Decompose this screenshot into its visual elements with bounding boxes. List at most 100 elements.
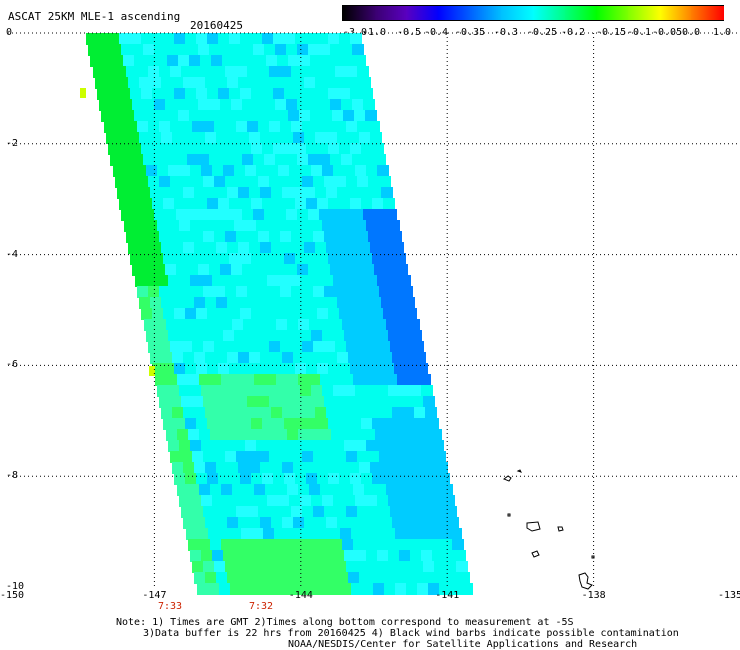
swath-cell <box>249 187 261 199</box>
swath-cell <box>121 209 133 221</box>
swath-cell <box>254 484 266 496</box>
swath-cell <box>192 231 204 243</box>
swath-cell <box>278 275 290 287</box>
swath-cell <box>456 561 468 573</box>
swath-cell <box>201 330 213 342</box>
swath-cell <box>201 220 213 232</box>
swath-cell <box>293 187 305 199</box>
scatterometer-swath <box>80 33 473 595</box>
swath-cell <box>205 242 217 254</box>
swath-cell <box>132 154 144 166</box>
longitude-tick-label: -147 <box>142 590 167 601</box>
swath-cell <box>368 121 380 133</box>
swath-cell <box>304 77 316 89</box>
swath-cell <box>368 396 380 408</box>
swath-cell <box>344 550 356 562</box>
swath-cell <box>276 429 288 441</box>
swath-cell <box>269 176 281 188</box>
swath-cell <box>163 363 175 375</box>
swath-cell <box>194 77 206 89</box>
swath-cell <box>192 286 204 298</box>
swath-cell <box>227 77 239 89</box>
swath-cell <box>190 275 202 287</box>
swath-cell <box>350 88 362 100</box>
swath-cell <box>225 561 237 573</box>
swath-cell <box>397 429 409 441</box>
swath-cell <box>291 451 303 463</box>
swath-cell <box>247 561 259 573</box>
swath-cell <box>284 308 296 320</box>
swath-cell <box>379 286 391 298</box>
swath-cell <box>287 539 299 551</box>
swath-cell <box>185 363 197 375</box>
swath-cell <box>211 110 223 122</box>
swath-cell <box>289 495 301 507</box>
swath-cell <box>394 253 406 265</box>
swath-cell <box>212 495 224 507</box>
swath-cell <box>379 561 391 573</box>
swath-cell <box>350 363 362 375</box>
swath-cell <box>252 528 264 540</box>
swath-cell <box>276 484 288 496</box>
swath-cell <box>286 99 298 111</box>
swath-cell <box>280 121 292 133</box>
swath-cell <box>238 77 250 89</box>
swath-cell <box>333 220 345 232</box>
swath-cell <box>421 440 433 452</box>
longitude-tick-label: -141 <box>435 590 460 601</box>
island-outline <box>516 469 522 473</box>
swath-cell <box>324 121 336 133</box>
swath-cell <box>267 495 279 507</box>
swath-cell <box>289 550 301 562</box>
swath-cell <box>203 176 215 188</box>
swath-cell <box>152 88 164 100</box>
swath-cell <box>361 473 373 485</box>
swath-cell <box>181 506 193 518</box>
swath-cell <box>229 418 241 430</box>
swath-cell <box>289 385 301 397</box>
swath-cell <box>207 33 219 45</box>
swath-cell <box>377 165 389 177</box>
swath-cell <box>99 99 111 111</box>
swath-cell <box>208 583 220 595</box>
swath-cell <box>210 319 222 331</box>
swath-cell <box>425 407 437 419</box>
color-scale-segment <box>533 6 566 20</box>
swath-cell <box>130 88 142 100</box>
swath-cell <box>132 209 144 221</box>
swath-cell <box>256 495 268 507</box>
swath-cell <box>183 352 195 364</box>
swath-cell <box>187 209 199 221</box>
swath-cell <box>388 330 400 342</box>
swath-cell <box>130 143 142 155</box>
swath-cell <box>121 154 133 166</box>
swath-cell <box>185 418 197 430</box>
swath-cell <box>166 374 178 386</box>
swath-cell <box>331 374 343 386</box>
swath-cell <box>383 308 395 320</box>
swath-cell <box>291 231 303 243</box>
swath-cell <box>159 286 171 298</box>
swath-cell <box>262 33 274 45</box>
swath-cell <box>307 583 319 595</box>
swath-cell <box>236 121 248 133</box>
swath-cell <box>370 462 382 474</box>
swath-cell <box>146 165 158 177</box>
swath-cell <box>216 132 228 144</box>
swath-cell <box>212 220 224 232</box>
swath-cell <box>300 220 312 232</box>
swath-cell <box>368 341 380 353</box>
swath-cell <box>368 561 380 573</box>
swath-cell <box>332 55 344 67</box>
swath-cell <box>247 231 259 243</box>
swath-cell <box>260 77 272 89</box>
swath-cell <box>152 143 164 155</box>
swath-cell <box>260 242 272 254</box>
swath-cell <box>251 253 263 265</box>
swath-cell <box>297 154 309 166</box>
swath-cell <box>352 44 364 56</box>
swath-cell <box>274 528 286 540</box>
swath-cell <box>139 187 151 199</box>
swath-cell <box>170 341 182 353</box>
swath-cell <box>205 297 217 309</box>
